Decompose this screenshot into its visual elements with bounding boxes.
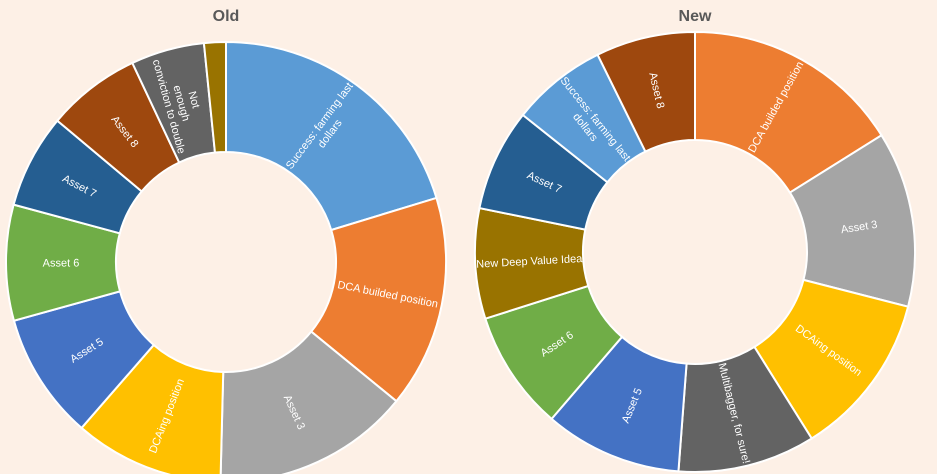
donut-slice <box>219 330 398 474</box>
chart-title-old: Old <box>213 8 240 25</box>
donut-slice <box>225 40 438 232</box>
slice-label: New Deep Value Idea <box>476 253 584 271</box>
slice-label: Asset 3 <box>840 219 878 236</box>
chart-title-new: New <box>679 8 712 25</box>
donut-slice <box>202 40 227 154</box>
donut-slice <box>694 30 883 194</box>
donut-slice <box>596 30 696 153</box>
slice-label: Asset 6 <box>43 257 80 269</box>
donut-slice <box>309 196 447 403</box>
